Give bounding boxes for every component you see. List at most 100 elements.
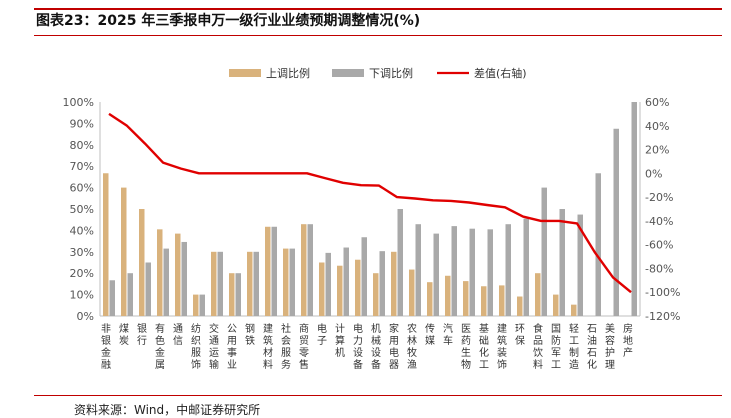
bar-downward bbox=[433, 233, 439, 316]
title-bottom-rule bbox=[34, 35, 722, 36]
bar-downward bbox=[451, 226, 457, 316]
bar-downward bbox=[415, 224, 421, 316]
x-tick-label: 通信 bbox=[173, 323, 183, 347]
x-tick-label: 机械设备 bbox=[371, 322, 381, 371]
x-tick-label: 石油石化 bbox=[587, 324, 597, 371]
right-tick-label: 20% bbox=[645, 144, 669, 157]
right-tick-label: -60% bbox=[645, 239, 673, 252]
x-tick-label: 轻工制造 bbox=[569, 322, 579, 371]
bar-upward bbox=[355, 259, 361, 316]
left-tick-label: 0% bbox=[77, 310, 94, 323]
bar-upward bbox=[175, 233, 181, 316]
left-tick-label: 80% bbox=[70, 139, 94, 152]
right-tick-label: -20% bbox=[645, 191, 673, 204]
bar-upward bbox=[481, 286, 487, 316]
left-tick-label: 60% bbox=[70, 182, 94, 195]
bars-downward-ratio bbox=[109, 102, 637, 316]
bar-downward bbox=[487, 229, 493, 316]
bar-upward bbox=[445, 275, 451, 316]
bar-upward bbox=[391, 251, 397, 316]
bar-downward bbox=[307, 224, 313, 316]
bar-downward bbox=[523, 218, 529, 316]
x-tick-label: 银行 bbox=[137, 322, 147, 347]
x-tick-label: 煤炭 bbox=[119, 322, 129, 347]
x-tick-label: 公用事业 bbox=[227, 324, 237, 371]
x-tick-label: 医药生物 bbox=[461, 323, 471, 371]
x-axis-labels: 非银金融煤炭银行有色金属通信纺织服饰交通运输公用事业钢铁建筑材料社会服务商贸零售… bbox=[101, 322, 633, 371]
bar-downward bbox=[397, 209, 403, 316]
bar-upward bbox=[535, 273, 541, 316]
right-tick-label: 40% bbox=[645, 120, 669, 133]
bar-upward bbox=[247, 251, 253, 316]
x-tick-label: 非银金融 bbox=[101, 323, 111, 371]
right-tick-label: 60% bbox=[645, 96, 669, 109]
bar-upward bbox=[193, 294, 199, 316]
difference-line bbox=[108, 112, 632, 294]
bar-upward bbox=[157, 229, 163, 316]
bar-upward bbox=[103, 173, 109, 316]
x-tick-label: 基础化工 bbox=[479, 322, 489, 371]
bar-downward bbox=[613, 128, 619, 316]
right-tick-label: -120% bbox=[645, 310, 680, 323]
bar-downward bbox=[235, 273, 241, 316]
bar-downward bbox=[577, 214, 583, 316]
left-tick-label: 40% bbox=[70, 224, 94, 237]
x-tick-label: 纺织服饰 bbox=[191, 322, 201, 371]
bar-upward bbox=[121, 187, 127, 316]
right-tick-label: -40% bbox=[645, 215, 673, 228]
x-tick-label: 家用电器 bbox=[389, 322, 399, 371]
left-axis: 0% 10% 20% 30% 40% 50% 60% 70% 80% 90% 100% bbox=[63, 96, 640, 323]
bar-upward bbox=[499, 285, 505, 316]
bar-upward bbox=[337, 265, 343, 316]
bar-upward bbox=[301, 224, 307, 316]
title-top-rule bbox=[34, 8, 722, 10]
bar-downward bbox=[253, 251, 259, 316]
x-tick-label: 美容护理 bbox=[605, 322, 615, 371]
bars-upward-ratio bbox=[103, 173, 577, 316]
x-tick-label: 农林牧渔 bbox=[407, 322, 417, 371]
x-tick-label: 环保 bbox=[515, 324, 525, 347]
x-tick-label: 建筑材料 bbox=[263, 322, 273, 371]
left-tick-label: 20% bbox=[70, 267, 94, 280]
bar-upward bbox=[553, 294, 559, 316]
bar-upward bbox=[265, 226, 271, 316]
bar-downward bbox=[505, 224, 511, 316]
chart-legend: 上调比例 下调比例 差值(右轴) bbox=[229, 66, 527, 80]
x-tick-label: 电力设备 bbox=[353, 322, 363, 371]
bar-downward bbox=[145, 262, 151, 316]
bar-upward bbox=[283, 248, 289, 316]
right-tick-label: 0% bbox=[645, 167, 662, 180]
bar-upward bbox=[463, 281, 469, 316]
x-tick-label: 建筑装饰 bbox=[497, 322, 507, 371]
bar-upward bbox=[427, 282, 433, 316]
legend-swatch-downward bbox=[332, 69, 364, 77]
bar-upward bbox=[229, 273, 235, 316]
bar-upward bbox=[409, 269, 415, 316]
x-tick-label: 计算机 bbox=[335, 322, 345, 359]
left-tick-label: 90% bbox=[70, 117, 94, 130]
left-tick-label: 30% bbox=[70, 246, 94, 259]
bar-upward bbox=[139, 209, 145, 316]
x-tick-label: 交通运输 bbox=[209, 322, 219, 371]
legend-label-downward: 下调比例 bbox=[369, 66, 413, 80]
bar-downward bbox=[559, 209, 565, 316]
bar-downward bbox=[469, 228, 475, 316]
bar-downward bbox=[289, 248, 295, 316]
bar-downward bbox=[163, 248, 169, 316]
source-note: 资料来源：Wind，中邮证券研究所 bbox=[74, 403, 261, 417]
figure-title: 图表23：2025 年三季报申万一级行业业绩预期调整情况(%) bbox=[36, 13, 421, 29]
left-tick-label: 50% bbox=[70, 203, 94, 216]
bar-upward bbox=[319, 262, 325, 316]
right-tick-label: -100% bbox=[645, 286, 680, 299]
bar-upward bbox=[211, 251, 217, 316]
x-tick-label: 商贸零售 bbox=[299, 322, 309, 371]
bar-downward bbox=[199, 294, 205, 316]
bar-downward bbox=[271, 226, 277, 316]
bar-downward bbox=[325, 252, 331, 316]
x-tick-label: 电子 bbox=[317, 322, 327, 347]
bar-downward bbox=[595, 173, 601, 316]
bar-upward bbox=[517, 296, 523, 316]
left-tick-label: 10% bbox=[70, 289, 94, 302]
left-tick-label: 70% bbox=[70, 160, 94, 173]
